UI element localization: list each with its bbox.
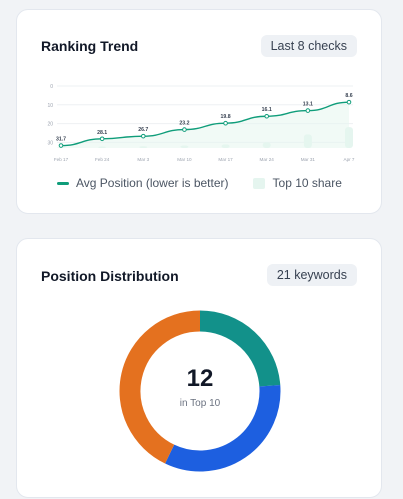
data-label: 28.1 xyxy=(97,130,107,136)
x-tick-label: Feb 17 xyxy=(54,157,69,162)
legend-top10-share: Top 10 share xyxy=(272,176,342,190)
y-tick-label: 30 xyxy=(47,140,53,146)
avg-position-line xyxy=(60,101,350,147)
avg-position-point xyxy=(99,136,105,142)
avg-position-point xyxy=(58,143,64,148)
donut-slice xyxy=(199,310,281,387)
x-tick-label: Mar 17 xyxy=(218,157,233,162)
legend-avg-position: Avg Position (lower is better) xyxy=(76,176,229,190)
avg-position-point xyxy=(140,133,146,139)
x-tick-label: Apr 7 xyxy=(344,157,355,162)
avg-position-point xyxy=(346,99,352,105)
keywords-count-badge[interactable]: 21 keywords xyxy=(266,264,357,286)
legend-line-swatch xyxy=(57,181,69,185)
legend-area-swatch xyxy=(252,177,265,189)
data-label: 16.1 xyxy=(262,107,272,113)
position-distribution-card: Position Distribution 21 keywords 12 in … xyxy=(16,238,382,498)
trend-legend: Avg Position (lower is better) Top 10 sh… xyxy=(57,176,342,190)
data-label: 13.1 xyxy=(303,102,313,108)
data-label: 31.7 xyxy=(56,137,66,143)
x-tick-label: Mar 24 xyxy=(260,157,275,162)
avg-position-point xyxy=(223,120,228,126)
x-tick-label: Feb 24 xyxy=(95,157,110,162)
y-tick-label: 0 xyxy=(50,84,53,90)
position-donut-chart xyxy=(119,310,281,472)
donut-center-label: in Top 10 xyxy=(179,398,221,409)
donut-slice xyxy=(119,310,201,464)
data-label: 23.2 xyxy=(179,121,189,127)
x-tick-label: Mar 31 xyxy=(301,157,316,162)
avg-position-point xyxy=(264,113,270,119)
ranking-trend-title: Ranking Trend xyxy=(41,38,139,54)
data-label: 26.7 xyxy=(138,127,148,133)
ranking-trend-card: Ranking Trend Last 8 checks 0 10 20 30 31.7 F… xyxy=(16,9,382,214)
avg-position-area xyxy=(61,102,349,148)
avg-position-point xyxy=(182,127,187,132)
x-tick-label: Mar 3 xyxy=(137,157,149,162)
donut-slice xyxy=(165,384,281,472)
position-distribution-title: Position Distribution xyxy=(41,268,179,284)
last-checks-badge[interactable]: Last 8 checks xyxy=(260,35,357,57)
data-label: 19.8 xyxy=(221,114,231,120)
avg-position-point xyxy=(305,108,311,113)
x-tick-label: Mar 10 xyxy=(177,157,192,162)
y-tick-label: 20 xyxy=(47,122,53,128)
data-label: 8.6 xyxy=(345,93,352,99)
y-tick-label: 10 xyxy=(47,103,53,109)
donut-center-value: 12 xyxy=(186,365,214,392)
